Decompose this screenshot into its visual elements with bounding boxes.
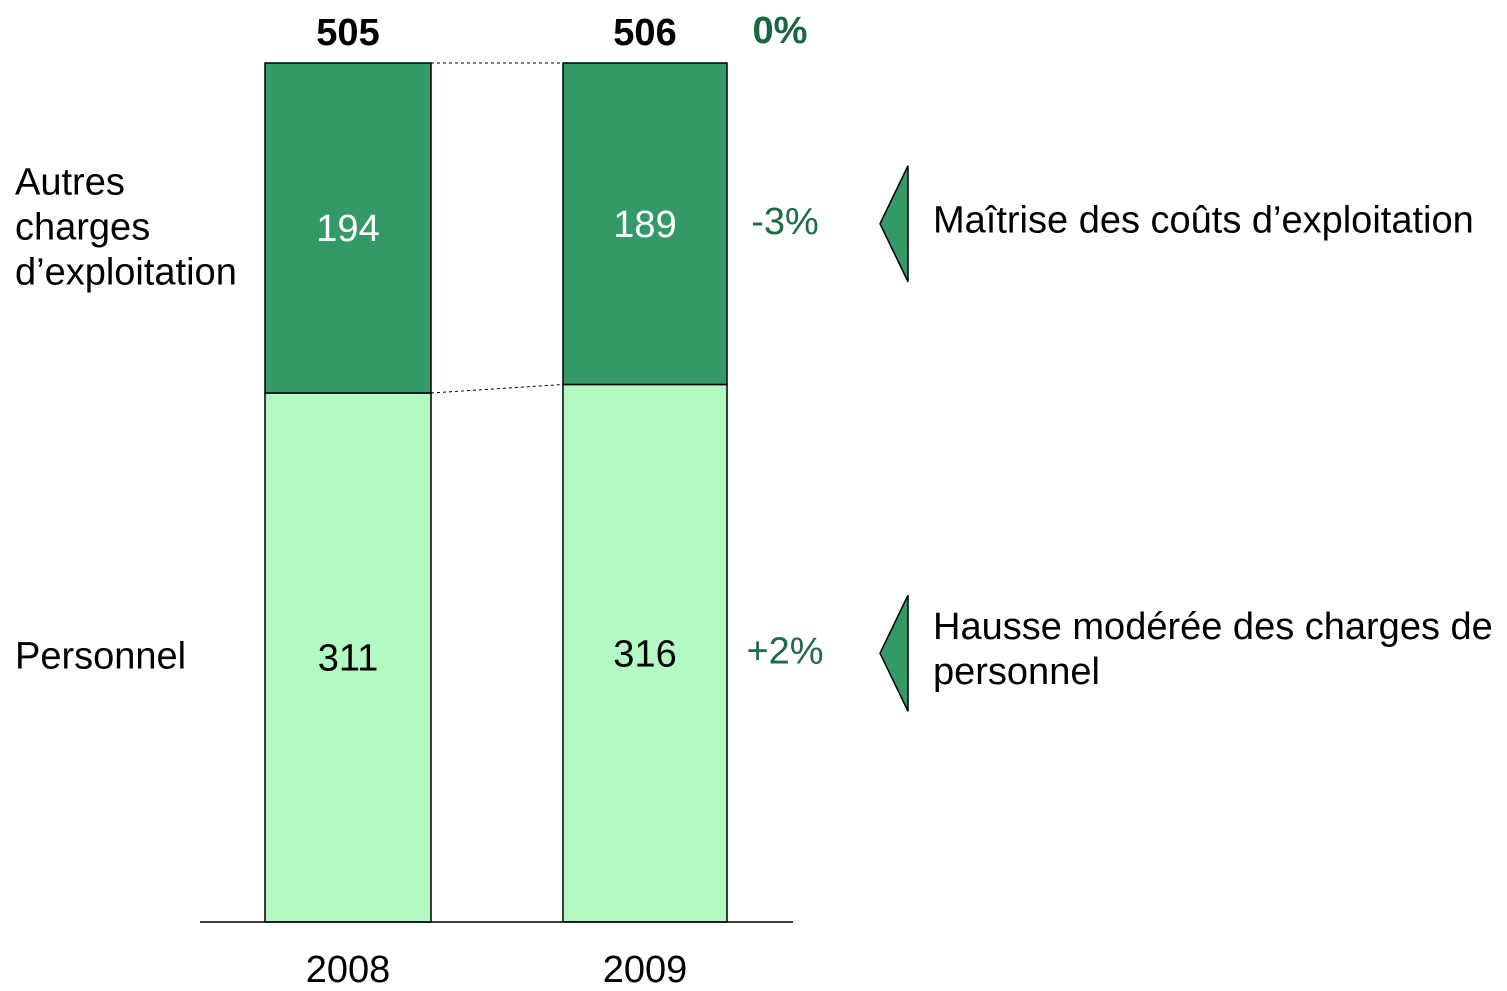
total-label: 506	[613, 12, 676, 54]
annotation: Maîtrise des coûts d’exploitation	[933, 199, 1474, 242]
callout-arrow	[879, 594, 909, 712]
total-label: 505	[316, 12, 379, 54]
value-label: 311	[318, 638, 379, 680]
value-label: 189	[613, 204, 676, 246]
x-tick-label: 2008	[306, 949, 391, 991]
value-label: 316	[613, 633, 676, 675]
callout-arrow	[879, 165, 909, 283]
bar-segment	[562, 62, 728, 386]
bar-segment	[264, 62, 432, 394]
series-label: Personnel	[15, 635, 187, 678]
total-change: 0%	[753, 10, 808, 52]
value-label: 194	[316, 208, 379, 250]
series-label: Autres charges d’exploitation	[15, 161, 237, 294]
change-label: -3%	[751, 201, 819, 243]
connector	[430, 383, 564, 394]
annotation: Hausse modérée des charges de personnel	[933, 606, 1493, 694]
x-tick-label: 2009	[603, 949, 688, 991]
bar-segment	[264, 392, 432, 923]
change-label: +2%	[746, 630, 823, 672]
